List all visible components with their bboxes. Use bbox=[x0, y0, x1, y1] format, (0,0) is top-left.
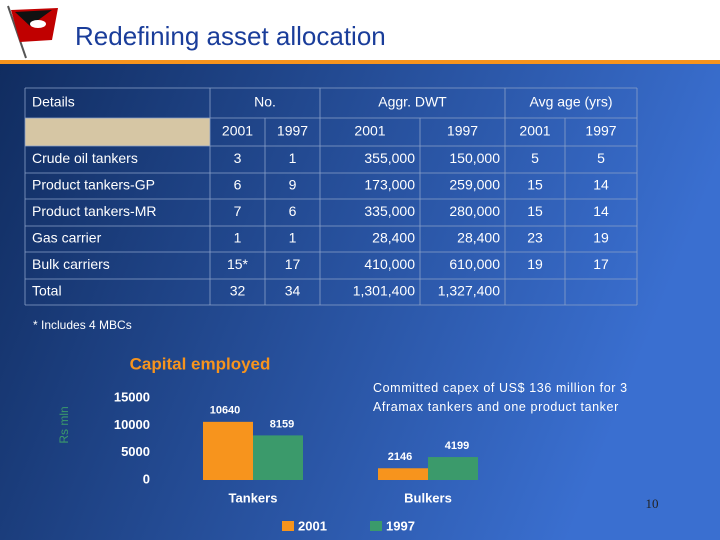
subcolumn-header: 2001 bbox=[354, 123, 385, 139]
table-cell: 1 bbox=[234, 230, 242, 246]
bar bbox=[203, 421, 253, 480]
table-cell: 17 bbox=[285, 256, 301, 272]
data-label: 4199 bbox=[445, 440, 469, 452]
column-header: No. bbox=[254, 94, 276, 110]
y-tick-label: 15000 bbox=[114, 389, 150, 404]
row-label: Gas carrier bbox=[32, 230, 102, 246]
bar bbox=[253, 435, 303, 480]
legend-swatch bbox=[282, 521, 294, 531]
table-cell: 7 bbox=[234, 203, 242, 219]
table-cell: 19 bbox=[593, 230, 609, 246]
table-cell: 5 bbox=[597, 150, 605, 166]
bar bbox=[378, 468, 428, 480]
table-cell: 34 bbox=[285, 283, 301, 299]
table-cell: 173,000 bbox=[364, 177, 415, 193]
table-cell: 3 bbox=[234, 150, 242, 166]
x-tick-label: Bulkers bbox=[404, 490, 452, 505]
table-cell: 1,301,400 bbox=[353, 283, 415, 299]
subcolumn-header: 1997 bbox=[277, 123, 308, 139]
table-cell: 335,000 bbox=[364, 203, 415, 219]
y-axis-label: Rs mln bbox=[57, 406, 71, 443]
table-cell: 1 bbox=[289, 150, 297, 166]
page-number: 10 bbox=[646, 496, 659, 511]
subcolumn-header: 2001 bbox=[222, 123, 253, 139]
subcolumn-header: 1997 bbox=[447, 123, 478, 139]
y-tick-label: 10000 bbox=[114, 417, 150, 432]
row-label: Product tankers-GP bbox=[32, 177, 155, 193]
column-header: Aggr. DWT bbox=[378, 94, 447, 110]
title: Redefining asset allocation bbox=[75, 21, 386, 51]
table-cell: 15 bbox=[527, 203, 543, 219]
table-cell: 28,400 bbox=[457, 230, 500, 246]
table-cell: 150,000 bbox=[449, 150, 500, 166]
table-cell: 32 bbox=[230, 283, 246, 299]
table-cell: 355,000 bbox=[364, 150, 415, 166]
data-label: 10640 bbox=[210, 405, 241, 417]
column-header: Avg age (yrs) bbox=[530, 94, 613, 110]
legend-label: 2001 bbox=[298, 518, 327, 533]
legend-swatch bbox=[370, 521, 382, 531]
y-tick-label: 5000 bbox=[121, 444, 150, 459]
data-label: 8159 bbox=[270, 418, 294, 430]
subheader-band bbox=[25, 118, 210, 146]
table-cell: 15 bbox=[527, 177, 543, 193]
table-cell: 6 bbox=[289, 203, 297, 219]
row-label: Bulk carriers bbox=[32, 256, 110, 272]
row-label: Crude oil tankers bbox=[32, 150, 138, 166]
table-cell: 19 bbox=[527, 256, 543, 272]
table-cell: 5 bbox=[531, 150, 539, 166]
row-label: Total bbox=[32, 283, 62, 299]
table-cell: 15* bbox=[227, 256, 249, 272]
data-label: 2146 bbox=[388, 451, 412, 463]
table-cell: 1,327,400 bbox=[438, 283, 500, 299]
subcolumn-header: 1997 bbox=[585, 123, 616, 139]
header-bar bbox=[0, 0, 720, 60]
chart: Capital employed Rs mln 0 5000 10000 15000 Tan… bbox=[57, 354, 478, 533]
y-tick-label: 0 bbox=[143, 471, 150, 486]
table-cell: 280,000 bbox=[449, 203, 500, 219]
table-cell: 610,000 bbox=[449, 256, 500, 272]
row-label: Product tankers-MR bbox=[32, 203, 156, 219]
x-tick-label: Tankers bbox=[229, 490, 278, 505]
chart-title: Capital employed bbox=[130, 354, 271, 373]
header-rule bbox=[0, 60, 720, 64]
subcolumn-header: 2001 bbox=[519, 123, 550, 139]
table-cell: 6 bbox=[234, 177, 242, 193]
legend-label: 1997 bbox=[386, 518, 415, 533]
table-cell: 410,000 bbox=[364, 256, 415, 272]
table-cell: 28,400 bbox=[372, 230, 415, 246]
footnote: * Includes 4 MBCs bbox=[33, 318, 132, 332]
table-cell: 23 bbox=[527, 230, 543, 246]
table-cell: 259,000 bbox=[449, 177, 500, 193]
table: Details No. Aggr. DWT Avg age (yrs)2001 1997… bbox=[24, 87, 638, 306]
table-cell: 17 bbox=[593, 256, 609, 272]
table-cell: 14 bbox=[593, 177, 609, 193]
note: Committed capex of US$ 136 million for 3… bbox=[373, 381, 628, 414]
table-cell: 9 bbox=[289, 177, 297, 193]
column-header: Details bbox=[32, 94, 75, 110]
table-cell: 1 bbox=[289, 230, 297, 246]
bar bbox=[428, 457, 478, 480]
logo bbox=[7, 5, 58, 59]
table-cell: 14 bbox=[593, 203, 609, 219]
